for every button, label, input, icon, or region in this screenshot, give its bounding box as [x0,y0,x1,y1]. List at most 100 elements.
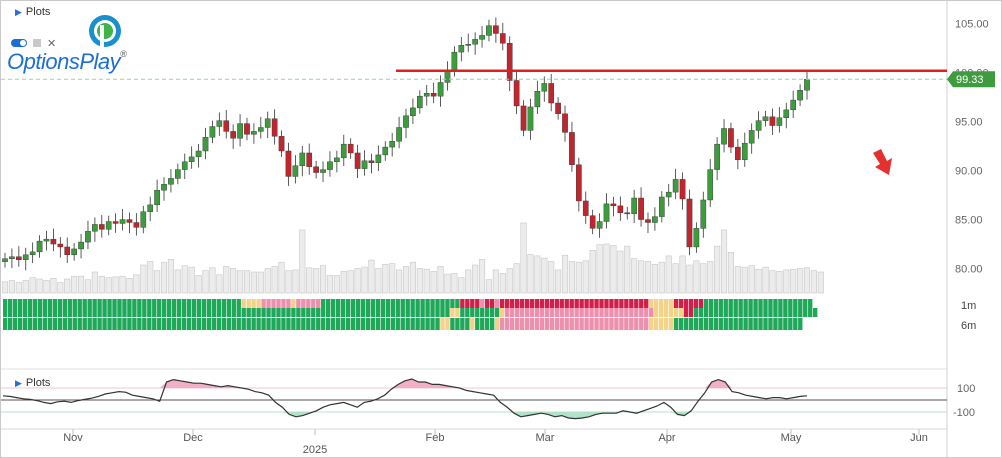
volume-bar [707,261,714,294]
heatmap-cell [718,318,723,330]
volume-bar [658,261,665,294]
candle-body [486,25,492,36]
heatmap-cell [539,299,545,308]
heatmap-cell [52,308,58,317]
volume-bar [679,255,686,294]
heatmap-cell [425,318,430,330]
heatmap-cell [778,318,783,330]
candle-body [700,199,707,229]
heatmap-cell [574,299,579,308]
heatmap-cell [415,299,420,308]
plots-toggle-top[interactable]: ▶ Plots [15,6,50,18]
heatmap-cell [276,308,281,317]
heatmap-cell [594,299,599,308]
heatmap-cell [57,299,63,308]
heatmap-cell [728,318,733,330]
heatmap-cell [326,318,331,330]
heatmap-cell [574,308,579,317]
heatmap-cell [663,308,669,317]
heatmap-cell [132,308,137,317]
candle-body [534,91,541,108]
heatmap-cell [619,318,624,330]
volume-bar [451,273,458,294]
candle-body [105,221,112,230]
heatmap-cell [698,318,704,330]
heatmap-cell [539,308,545,317]
heatmap-cell [296,318,301,330]
volume-bar [776,270,783,294]
heatmap-cell [678,308,684,317]
heatmap-cell [375,318,381,330]
volume-bar [112,276,119,294]
volume-bar [237,270,244,294]
heatmap-cell [102,318,107,330]
heatmap-cell [281,308,286,317]
heatmap-cell [196,318,202,330]
candle-body [437,82,444,97]
heatmap-cell [549,318,554,330]
heatmap-cell [152,299,157,308]
volume-bar [561,254,569,294]
heatmap-cell [385,318,391,330]
heatmap-cell [62,299,68,308]
heatmap-cell [683,308,689,317]
volume-bar [596,244,603,294]
candle-body [16,256,22,260]
heatmap-cell [216,299,222,308]
heatmap-cell [629,318,634,330]
heatmap-cell [544,308,550,317]
heatmap-cell [72,299,77,308]
heatmap-cell [251,318,256,330]
heatmap-cell [77,318,82,330]
volume-bar [98,275,105,294]
heatmap-cell [87,299,92,308]
heatmap-cell [375,299,381,308]
heatmap-cell [142,308,147,317]
heatmap-cell [569,299,574,308]
heatmap-cell [658,299,664,308]
heatmap-cell [42,308,48,317]
volume-bar [478,259,486,294]
candle-body [306,152,313,167]
volume-bar [506,268,513,294]
heatmap-cell [793,308,798,317]
volume-bar [126,277,133,294]
heatmap-cell [644,299,649,308]
heatmap-cell [335,318,341,330]
candle-body [658,196,665,217]
heatmap-cell [410,318,415,330]
heatmap-cell [57,308,63,317]
heatmap-cell [738,308,743,317]
heatmap-cell [152,318,157,330]
candle-body [617,205,624,213]
heatmap-cell [584,299,589,308]
heatmap-cell [788,308,793,317]
heatmap-cell [773,299,778,308]
heatmap-cell [281,299,286,308]
volume-bar [582,260,589,294]
heatmap-cell [489,318,495,330]
heatmap-cell [271,308,276,317]
heatmap-cell [92,299,97,308]
heatmap-cell [579,318,584,330]
volume-bar [119,275,126,294]
heatmap-cell [271,318,276,330]
candle-body [762,116,769,121]
heatmap-cell [624,318,629,330]
heatmap-cell [485,308,490,317]
heatmap-cell [544,318,550,330]
heatmap-cell [231,308,236,317]
heatmap-cell [32,308,38,317]
heatmap-cell [509,318,515,330]
heatmap-cell [67,318,72,330]
x-tick-label: Nov [63,432,83,444]
heatmap-cell [316,299,321,308]
heatmap-cell [450,308,455,317]
heatmap-cell [455,299,460,308]
heatmap-cell [12,308,18,317]
volume-bar [29,277,36,294]
heatmap-cell [808,308,813,317]
heatmap-cell [524,299,530,308]
plots-toggle-bottom[interactable]: ▶ Plots [15,377,50,389]
candle-body [493,25,499,34]
